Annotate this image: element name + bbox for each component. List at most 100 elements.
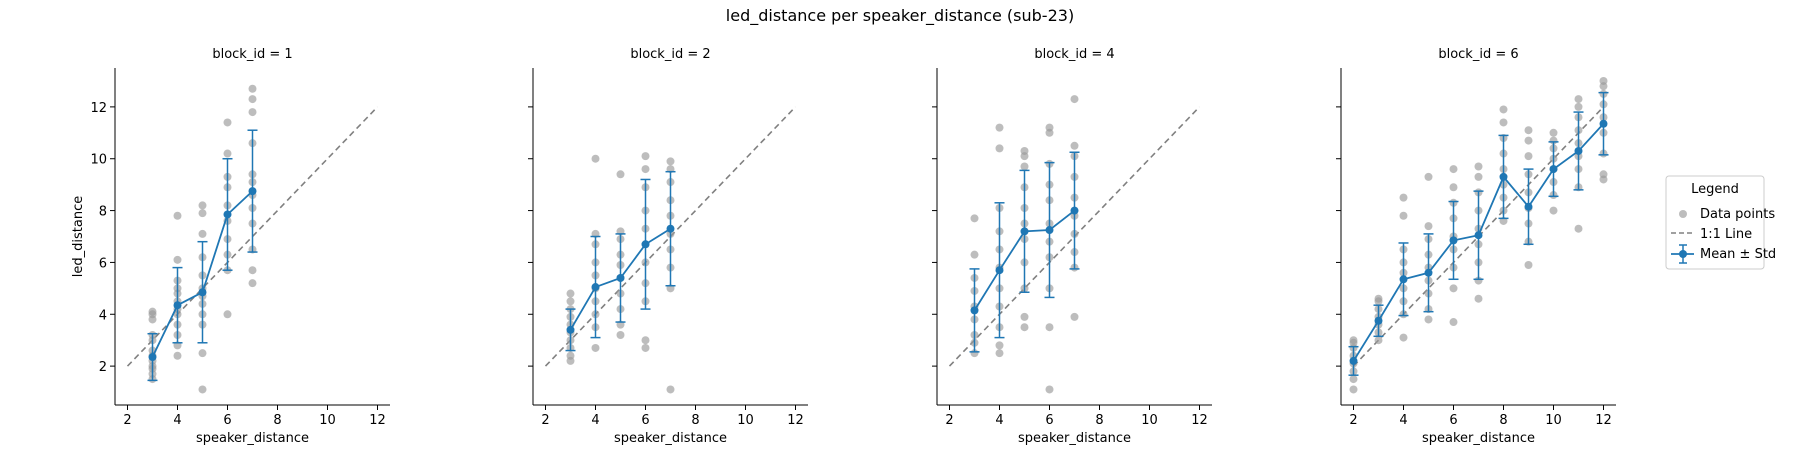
data-points bbox=[148, 84, 257, 394]
panels: block_id = 1 2 4 6 8 10 12 2 4 6 8 10 12 speaker_dist… bbox=[71, 47, 1616, 446]
data-point bbox=[591, 154, 600, 163]
mean-marker bbox=[1574, 146, 1583, 155]
mean-marker bbox=[566, 325, 575, 334]
x-tick-label: 10 bbox=[319, 413, 336, 428]
mean-marker bbox=[248, 187, 257, 196]
x-tick-label: 2 bbox=[123, 413, 131, 428]
x-tick-label: 4 bbox=[591, 413, 599, 428]
data-point bbox=[1020, 162, 1029, 171]
x-tick-label: 6 bbox=[1449, 413, 1457, 428]
x-tick-label: 4 bbox=[995, 413, 1003, 428]
mean-marker bbox=[1020, 227, 1029, 236]
x-tick-label: 12 bbox=[369, 413, 386, 428]
data-point bbox=[1474, 172, 1483, 181]
data-point bbox=[1070, 312, 1079, 321]
data-point bbox=[1045, 385, 1054, 394]
x-tick-label: 8 bbox=[1499, 413, 1507, 428]
panel-3: block_id = 4 2 4 6 8 10 12 speaker_distance bbox=[932, 47, 1212, 446]
mean-marker bbox=[666, 224, 675, 233]
data-point bbox=[995, 144, 1004, 153]
data-point bbox=[1449, 165, 1458, 174]
x-tick-label: 2 bbox=[945, 413, 953, 428]
data-point bbox=[1045, 123, 1054, 132]
x-tick-label: 2 bbox=[541, 413, 549, 428]
figure-title: led_distance per speaker_distance (sub-2… bbox=[726, 6, 1074, 26]
data-point bbox=[995, 123, 1004, 132]
data-point bbox=[173, 255, 182, 264]
mean-marker bbox=[1599, 119, 1608, 128]
data-point bbox=[1499, 105, 1508, 114]
mean-marker bbox=[1399, 275, 1408, 284]
x-tick-label: 10 bbox=[1141, 413, 1158, 428]
legend-label: Data points bbox=[1700, 207, 1775, 222]
data-point bbox=[666, 385, 675, 394]
legend-box bbox=[1665, 175, 1765, 270]
data-point bbox=[198, 385, 207, 394]
panel-title: block_id = 6 bbox=[1438, 47, 1518, 62]
mean-marker bbox=[641, 240, 650, 249]
data-point bbox=[1574, 95, 1583, 104]
data-point bbox=[641, 343, 650, 352]
mean-marker bbox=[1474, 231, 1483, 240]
data-point bbox=[1020, 146, 1029, 155]
data-point bbox=[1374, 336, 1383, 345]
data-point bbox=[223, 310, 232, 319]
data-point bbox=[566, 297, 575, 306]
legend-label: 1:1 Line bbox=[1700, 227, 1752, 242]
data-point bbox=[1020, 323, 1029, 332]
data-point bbox=[1474, 294, 1483, 303]
data-point bbox=[1499, 118, 1508, 127]
data-point bbox=[173, 351, 182, 360]
y-tick-label: 8 bbox=[99, 205, 107, 220]
data-point bbox=[1399, 193, 1408, 202]
data-point bbox=[616, 331, 625, 340]
y-tick-label: 10 bbox=[90, 153, 107, 168]
legend-label: Mean ± Std bbox=[1700, 247, 1776, 262]
panel-2: block_id = 2 2 4 6 8 10 12 speaker_distance bbox=[528, 47, 808, 446]
data-point bbox=[223, 149, 232, 158]
y-tick-label: 4 bbox=[99, 308, 107, 323]
mean-marker bbox=[198, 288, 207, 297]
data-point bbox=[1524, 136, 1533, 145]
x-tick-label: 2 bbox=[1349, 413, 1357, 428]
panel-4: block_id = 6 2 4 6 8 10 12 speaker_distance bbox=[1336, 47, 1616, 446]
mean-marker bbox=[1449, 236, 1458, 245]
x-tick-label: 6 bbox=[1045, 413, 1053, 428]
data-point bbox=[248, 95, 257, 104]
data-point bbox=[1349, 385, 1358, 394]
error-bars bbox=[147, 129, 258, 382]
data-point bbox=[1449, 284, 1458, 293]
data-point bbox=[970, 250, 979, 259]
data-point bbox=[223, 118, 232, 127]
x-axis-label: speaker_distance bbox=[1422, 431, 1535, 446]
data-point bbox=[616, 170, 625, 179]
data-point bbox=[1524, 152, 1533, 161]
legend-marker-points bbox=[1679, 210, 1687, 218]
data-point bbox=[1524, 261, 1533, 270]
data-point bbox=[1070, 95, 1079, 104]
data-point bbox=[1549, 128, 1558, 137]
data-point bbox=[1424, 315, 1433, 324]
data-point bbox=[1424, 172, 1433, 181]
mean-marker bbox=[1070, 206, 1079, 215]
y-axis-label: led_distance bbox=[71, 196, 86, 277]
data-point bbox=[641, 165, 650, 174]
data-point bbox=[1349, 336, 1358, 345]
x-axis-label: speaker_distance bbox=[1018, 431, 1131, 446]
data-point bbox=[148, 307, 157, 316]
data-point bbox=[995, 341, 1004, 350]
x-axis-label: speaker_distance bbox=[196, 431, 309, 446]
data-point bbox=[248, 266, 257, 275]
data-point bbox=[1070, 141, 1079, 150]
mean-marker bbox=[148, 353, 157, 362]
data-point bbox=[1574, 102, 1583, 111]
data-point bbox=[1020, 312, 1029, 321]
x-tick-label: 6 bbox=[641, 413, 649, 428]
data-point bbox=[1524, 126, 1533, 135]
data-point bbox=[198, 201, 207, 210]
x-tick-label: 8 bbox=[273, 413, 281, 428]
panel-title: block_id = 1 bbox=[212, 47, 292, 62]
data-point bbox=[566, 289, 575, 298]
data-point bbox=[248, 84, 257, 93]
